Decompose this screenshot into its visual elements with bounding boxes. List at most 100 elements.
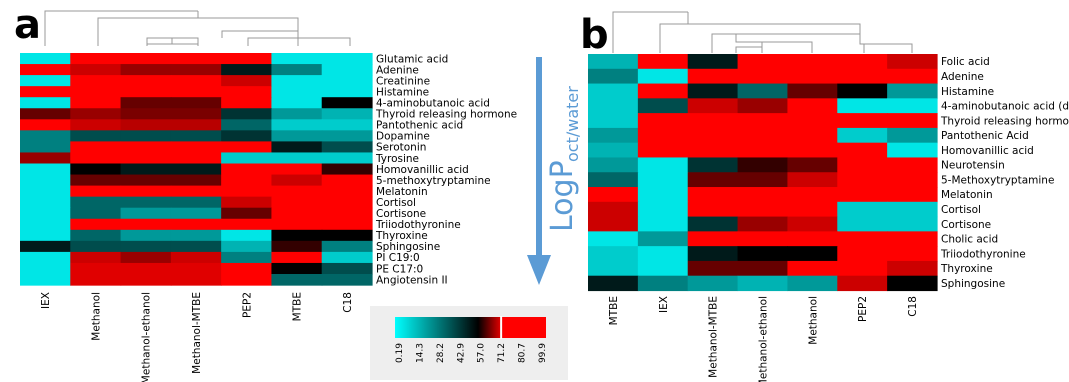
heatmap-panel-a: a Glutamic acidAdenineCreatinineHistamin… xyxy=(14,2,517,382)
heatmap-cell xyxy=(321,119,373,131)
heatmap-cell xyxy=(787,54,838,70)
dendrogram-branch xyxy=(859,34,913,53)
heatmap-cell xyxy=(737,98,789,114)
heatmap-cell xyxy=(20,262,71,275)
column-label: PEP2 xyxy=(241,292,253,318)
heatmap-cell xyxy=(787,260,838,277)
heatmap-cell xyxy=(588,83,639,99)
row-label: Homovanillic acid xyxy=(376,164,469,176)
heatmap-cell xyxy=(170,163,222,176)
heatmap-cell xyxy=(120,218,172,231)
heatmap-cell xyxy=(20,97,71,109)
heatmap-cell xyxy=(687,68,739,85)
row-label: Cholic acid xyxy=(941,234,998,246)
heatmap-cell xyxy=(787,68,838,85)
heatmap-cell xyxy=(20,240,71,253)
heatmap-cell xyxy=(787,275,838,292)
heatmap-cell xyxy=(170,251,222,264)
heatmap-cell xyxy=(20,196,71,209)
row-label: Thyroxine xyxy=(940,263,993,275)
heatmap-cell xyxy=(737,127,789,144)
heatmap-cell xyxy=(221,108,273,120)
heatmap-cell xyxy=(687,275,739,292)
row-label: Triiodothyronine xyxy=(940,248,1026,260)
heatmap-cell xyxy=(271,174,323,187)
heatmap-cell xyxy=(787,83,838,99)
heatmap-cell xyxy=(271,240,323,253)
heatmap-cell xyxy=(120,141,172,154)
heatmap-cell xyxy=(321,185,373,198)
heatmap-cell xyxy=(588,260,639,277)
heatmap-cell xyxy=(271,53,323,65)
column-label: Methanol-ethanol xyxy=(141,292,153,382)
heatmap-cell xyxy=(687,216,739,232)
heatmap-cell xyxy=(120,64,172,76)
heatmap-cell xyxy=(321,174,373,187)
heatmap-cell xyxy=(687,113,739,129)
heatmap-cell xyxy=(221,119,273,131)
colorbar-tick-label: 42.9 xyxy=(456,343,466,363)
heatmap-cell xyxy=(170,229,222,242)
dendrogram-branch xyxy=(711,33,860,53)
heatmap-cell xyxy=(170,185,222,198)
heatmap-cell xyxy=(887,187,938,203)
colorbar-tick-label: 80.7 xyxy=(518,343,528,363)
heatmap-cell xyxy=(837,231,888,247)
heatmap-cell xyxy=(837,54,888,70)
heatmap-cell xyxy=(687,127,739,144)
heatmap-cell xyxy=(737,113,789,129)
heatmap-cell xyxy=(588,98,639,114)
heatmap-cell xyxy=(70,64,122,76)
heatmap-cell xyxy=(321,86,373,98)
colorbar-tick-label: 0.19 xyxy=(395,343,405,363)
row-label: 4-aminobutanoic acid xyxy=(376,98,490,110)
heatmap-cell xyxy=(321,207,373,220)
heatmap-cell xyxy=(687,187,739,203)
heatmap-cell xyxy=(271,152,323,165)
heatmap-cell xyxy=(321,240,373,253)
heatmap-cell xyxy=(787,246,838,262)
heatmap-cell xyxy=(321,97,373,109)
heatmap-cell xyxy=(170,262,222,275)
heatmap-cell xyxy=(221,163,273,176)
heatmap-cell xyxy=(837,142,888,159)
dendrogram-branch xyxy=(612,11,688,53)
heatmap-cell xyxy=(221,174,273,187)
heatmap-cell xyxy=(170,75,222,87)
heatmap-cell xyxy=(271,64,323,76)
heatmap-cell xyxy=(588,127,639,144)
colorbar-tick-label: 14.3 xyxy=(415,343,425,363)
heatmap-cell xyxy=(70,218,122,231)
heatmap-cell xyxy=(20,75,71,87)
heatmap-cell xyxy=(70,86,122,98)
colorbar-ticks: 0.19 14.3 28.2 42.9 57.0 71.2 80.7 99.9 xyxy=(395,343,548,363)
heatmap-cell xyxy=(221,64,273,76)
heatmap-cell xyxy=(170,108,222,120)
heatmap-cell xyxy=(837,275,888,292)
heatmap-cell xyxy=(637,187,689,203)
heatmap-cell xyxy=(271,207,323,220)
row-label: Thyroxine xyxy=(375,230,428,242)
heatmap-cell xyxy=(787,127,838,144)
heatmap-cell xyxy=(637,216,689,232)
heatmap-cell xyxy=(787,98,838,114)
heatmap-cell xyxy=(271,141,323,154)
column-label: Methanol-ethanol xyxy=(758,296,770,382)
heatmap-cell xyxy=(70,141,122,154)
heatmap-cell xyxy=(637,98,689,114)
heatmap-cell xyxy=(737,246,789,262)
heatmap-cell xyxy=(170,196,222,209)
heatmap-cell xyxy=(787,172,838,188)
dendrogram-branch xyxy=(735,46,762,53)
heatmap-cell xyxy=(170,130,222,142)
heatmap-cell xyxy=(837,83,888,99)
heatmap-cell xyxy=(837,172,888,188)
column-label: Methanol xyxy=(807,296,819,345)
heatmap-cell xyxy=(321,108,373,120)
heatmap-cell xyxy=(120,86,172,98)
heatmap-cell xyxy=(70,119,122,131)
heatmap-cell xyxy=(20,185,71,198)
heatmap-cell xyxy=(271,130,323,142)
heatmap-cell xyxy=(70,229,122,242)
